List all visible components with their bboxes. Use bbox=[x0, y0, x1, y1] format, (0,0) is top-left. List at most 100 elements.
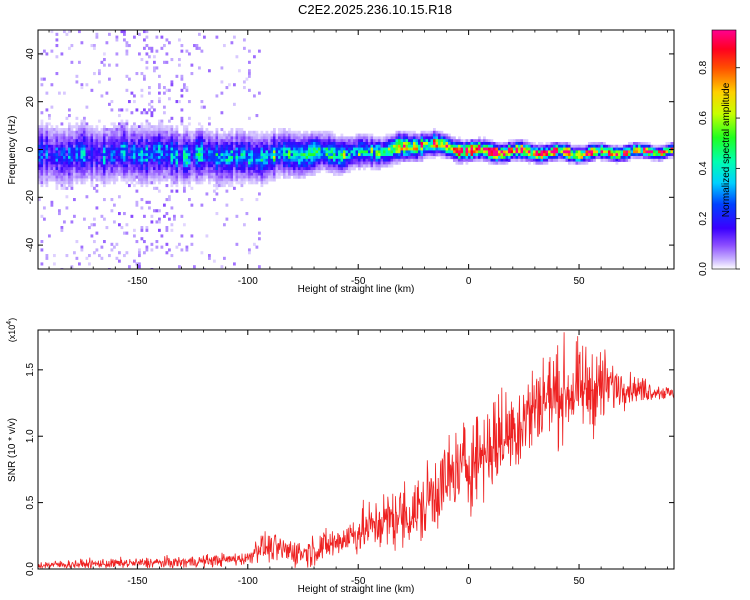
spectrogram-cell-1144 bbox=[145, 170, 149, 174]
spectrogram-cell-3600 bbox=[548, 156, 551, 160]
spectrogram-cell-3591 bbox=[545, 153, 549, 157]
spectrogram-cell-2573 bbox=[305, 139, 309, 143]
spectrogram-cell-2327 bbox=[268, 175, 271, 179]
spectrogram-cell-2864 bbox=[355, 153, 359, 157]
spectrogram-cell-2678 bbox=[323, 133, 326, 137]
spectrogram-cell-3569 bbox=[538, 156, 541, 160]
spectrogram-cell-1765 bbox=[203, 175, 206, 179]
spectrogram-cell-863 bbox=[120, 226, 124, 230]
spectrogram-cell-2065 bbox=[238, 156, 241, 160]
spectrogram-cell-1310 bbox=[160, 122, 164, 126]
spectrogram-ytick-label: 40 bbox=[25, 48, 36, 60]
spectrogram-cell-1757 bbox=[203, 153, 206, 157]
spectrogram-cell-695 bbox=[105, 144, 109, 148]
spectrogram-cell-1207 bbox=[150, 170, 154, 174]
spectrogram-cell-2096 bbox=[240, 198, 244, 202]
spectrogram-cell-1736 bbox=[200, 158, 204, 162]
spectrogram-cell-2854 bbox=[353, 161, 356, 165]
spectrogram-cell-3017 bbox=[388, 142, 391, 146]
spectrogram-cell-539 bbox=[90, 139, 94, 143]
spectrogram-cell-384 bbox=[75, 116, 79, 120]
spectrogram-cell-1854 bbox=[215, 130, 219, 134]
spectrogram-cell-1508 bbox=[178, 150, 181, 154]
spectrogram-cell-1574 bbox=[183, 181, 186, 185]
spectrogram-cell-2877 bbox=[358, 156, 361, 160]
spectrogram-cell-2771 bbox=[338, 153, 341, 157]
spectrogram-cell-296 bbox=[65, 167, 69, 171]
spectrogram-cell-2208 bbox=[253, 242, 256, 246]
spectrogram-cell-3375 bbox=[478, 150, 481, 154]
spectrogram-cell-3554 bbox=[533, 156, 536, 160]
spectrogram-cell-1706 bbox=[198, 142, 201, 146]
spectrogram-cell-3102 bbox=[405, 150, 409, 154]
spectrogram-cell-2773 bbox=[338, 158, 341, 162]
spectrogram-cell-587 bbox=[95, 128, 99, 132]
spectrogram-cell-1596 bbox=[185, 164, 189, 168]
spectrogram-cell-2767 bbox=[338, 142, 341, 146]
spectrogram-cell-2744 bbox=[333, 156, 336, 160]
spectrogram-cell-2648 bbox=[318, 130, 321, 134]
spectrogram-cell-2434 bbox=[283, 175, 286, 179]
spectrogram-cell-1521 bbox=[180, 44, 184, 48]
spectrogram-cell-133 bbox=[50, 105, 54, 109]
spectrogram-cell-3695 bbox=[583, 147, 586, 151]
spectrogram-cell-3561 bbox=[535, 156, 539, 160]
spectrogram-cell-1084 bbox=[140, 206, 144, 210]
spectrogram-cell-2520 bbox=[298, 130, 301, 134]
spectrogram-cell-1013 bbox=[135, 156, 139, 160]
spectrogram-cell-607 bbox=[95, 189, 99, 193]
spectrogram-cell-3217 bbox=[433, 147, 436, 151]
spectrogram-cell-2411 bbox=[280, 158, 284, 162]
spectrogram-cell-2568 bbox=[303, 172, 306, 176]
spectrogram-cell-3072 bbox=[398, 161, 401, 165]
spectrogram-cell-379 bbox=[73, 198, 76, 202]
spectrogram-cell-3824 bbox=[633, 144, 636, 148]
spectrogram-cell-182 bbox=[55, 125, 59, 129]
spectrogram-cell-3060 bbox=[395, 161, 399, 165]
spectrogram-cell-278 bbox=[63, 186, 66, 190]
spectrogram-cell-2752 bbox=[335, 139, 339, 143]
spectrogram-cell-2384 bbox=[278, 133, 281, 137]
spectrogram-cell-2194 bbox=[253, 144, 256, 148]
spectrogram-cell-1830 bbox=[213, 133, 216, 137]
spectrogram-cell-2223 bbox=[255, 167, 259, 171]
spectrogram-cell-1858 bbox=[215, 142, 219, 146]
spectrogram-cell-3472 bbox=[508, 144, 511, 148]
spectrogram-cell-3708 bbox=[588, 142, 591, 146]
spectrogram-cell-1944 bbox=[225, 86, 229, 90]
spectrogram-cell-3146 bbox=[415, 153, 419, 157]
spectrogram-cell-3492 bbox=[513, 156, 516, 160]
spectrogram-cell-1845 bbox=[213, 175, 216, 179]
spectrogram-cell-3797 bbox=[620, 158, 624, 162]
spectrogram-cell-2259 bbox=[260, 142, 264, 146]
spectrogram-cell-3043 bbox=[393, 147, 396, 151]
spectrogram-cell-2182 bbox=[250, 170, 254, 174]
spectrogram-cell-1177 bbox=[148, 167, 151, 171]
spectrogram-cell-1419 bbox=[170, 58, 174, 62]
spectrogram-cell-191 bbox=[55, 150, 59, 154]
spectrogram-cell-334 bbox=[70, 60, 74, 64]
spectrogram-cell-1005 bbox=[135, 133, 139, 137]
spectrogram-cell-1249 bbox=[155, 128, 159, 132]
spectrogram-cell-3547 bbox=[530, 156, 534, 160]
spectrogram-cell-3180 bbox=[425, 130, 429, 134]
spectrogram-cell-2687 bbox=[323, 158, 326, 162]
spectrogram-cell-407 bbox=[75, 240, 79, 244]
spectrogram-cell-3638 bbox=[563, 144, 566, 148]
spectrogram-cell-822 bbox=[118, 142, 121, 146]
spectrogram-cell-2427 bbox=[283, 156, 286, 160]
spectrogram-cell-2196 bbox=[253, 150, 256, 154]
spectrogram-cell-2498 bbox=[293, 164, 296, 168]
spectrogram-cell-424 bbox=[78, 161, 81, 165]
spectrogram-cell-676 bbox=[103, 164, 106, 168]
spectrogram-cell-306 bbox=[68, 30, 71, 34]
spectrogram-cell-3724 bbox=[593, 147, 596, 151]
spectrogram-cell-2856 bbox=[353, 167, 356, 171]
spectrogram-cell-3085 bbox=[403, 133, 406, 137]
spectrogram-cell-2128 bbox=[245, 150, 249, 154]
spectrogram-cell-2510 bbox=[295, 150, 299, 154]
spectrogram-cell-1393 bbox=[168, 88, 171, 92]
spectrogram-cell-1384 bbox=[165, 178, 169, 182]
spectrogram-cell-2502 bbox=[293, 175, 296, 179]
spectrogram-cell-2696 bbox=[325, 144, 329, 148]
